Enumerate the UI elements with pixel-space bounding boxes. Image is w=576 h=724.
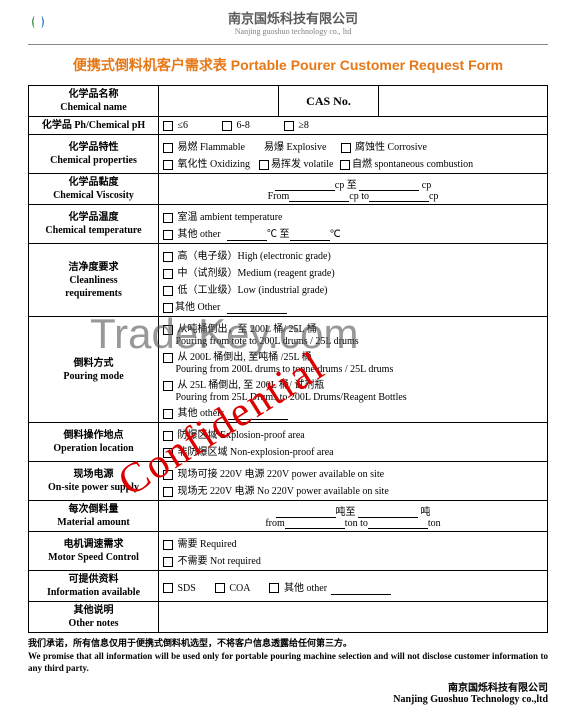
ph-cb-3[interactable] (284, 121, 294, 131)
temp-label-cn: 化学品温度 (33, 211, 154, 224)
pour-cb-4[interactable] (163, 409, 173, 419)
props-cb-1[interactable] (163, 143, 173, 153)
amt-to-1[interactable] (358, 508, 418, 518)
cas-input[interactable] (379, 86, 548, 117)
motor-label-en: Motor Speed Control (33, 551, 154, 564)
request-form-table: 化学品名称Chemical name CAS No. 化学品 Ph/Chemic… (28, 85, 548, 633)
info-other[interactable] (331, 585, 391, 595)
visc-label-cn: 化学品黏度 (33, 176, 154, 189)
clean-cb-1[interactable] (163, 252, 173, 262)
temp-to[interactable] (290, 231, 330, 241)
info-label-en: Information available (33, 586, 154, 599)
clean-options: 高（电子级）High (electronic grade) 中（试剂级）Medi… (159, 244, 548, 317)
pour-other[interactable] (228, 410, 288, 420)
props-cb-4[interactable] (163, 160, 173, 170)
loc-cb-1[interactable] (163, 431, 173, 441)
notes-input[interactable] (159, 602, 548, 633)
motor-cb-2[interactable] (163, 557, 173, 567)
amt-from-1[interactable] (276, 508, 336, 518)
props-label-cn: 化学品特性 (33, 141, 154, 154)
ph-label: 化学品 Ph/Chemical pH (29, 117, 159, 135)
power-options: 现场可接 220V 电源 220V power available on sit… (159, 462, 548, 501)
temp-options: 室温 ambient temperature 其他 other ℃ 至℃ (159, 205, 548, 244)
visc-to-2[interactable] (369, 192, 429, 202)
amt-from-2[interactable] (285, 519, 345, 529)
visc-to-1[interactable] (359, 181, 419, 191)
temp-cb-2[interactable] (163, 230, 173, 240)
visc-fields: cp 至 cp Fromcp tocp (159, 174, 548, 205)
company-name-en: Nanjing guoshuo technology co., ltd (38, 27, 548, 36)
props-cb-5[interactable] (259, 160, 269, 170)
loc-label-cn: 倒料操作地点 (33, 429, 154, 442)
info-label-cn: 可提供资料 (33, 573, 154, 586)
info-cb-3[interactable] (269, 583, 279, 593)
amt-to-2[interactable] (368, 519, 428, 529)
loc-cb-2[interactable] (163, 448, 173, 458)
pour-options: 从吨桶倒出，至 200L 桶/ 25L 桶 Pouring from tote … (159, 317, 548, 423)
chem-name-input[interactable] (159, 86, 279, 117)
power-cb-1[interactable] (163, 470, 173, 480)
clean-other[interactable] (227, 304, 287, 314)
power-label-cn: 现场电源 (33, 468, 154, 481)
page-header: 南京国烁科技有限公司 Nanjing guoshuo technology co… (28, 8, 548, 36)
visc-from-1[interactable] (275, 181, 335, 191)
promise-text: 我们承诺，所有信息仅用于便携式倒料机选型，不将客户信息透露给任何第三方。 We … (28, 637, 548, 675)
cas-label: CAS No. (279, 86, 379, 117)
pour-cb-1[interactable] (163, 325, 173, 335)
pour-cb-2[interactable] (163, 353, 173, 363)
info-cb-2[interactable] (215, 583, 225, 593)
props-cb-6[interactable] (340, 160, 350, 170)
info-options: SDS COA 其他 other (159, 571, 548, 602)
power-cb-2[interactable] (163, 487, 173, 497)
pour-cb-3[interactable] (163, 381, 173, 391)
amt-label-en: Material amount (33, 516, 154, 529)
amt-label-cn: 每次倒料量 (33, 503, 154, 516)
clean-cb-2[interactable] (163, 269, 173, 279)
temp-from[interactable] (227, 231, 267, 241)
props-cb-3[interactable] (341, 143, 351, 153)
props-label-en: Chemical properties (33, 154, 154, 167)
info-cb-1[interactable] (163, 583, 173, 593)
notes-label-cn: 其他说明 (33, 604, 154, 617)
clean-label-en2: requirements (33, 287, 154, 300)
clean-cb-3[interactable] (163, 286, 173, 296)
company-name-cn: 南京国烁科技有限公司 (38, 8, 548, 27)
ph-cb-2[interactable] (222, 121, 232, 131)
clean-cb-4[interactable] (163, 303, 173, 313)
pour-label-en: Pouring mode (33, 370, 154, 383)
amt-fields: 吨至 吨 fromton toton (159, 501, 548, 532)
form-title: 便携式倒料机客户需求表 Portable Pourer Customer Req… (28, 55, 548, 75)
motor-options: 需要 Required 不需要 Not required (159, 532, 548, 571)
clean-label-en1: Cleanliness (33, 274, 154, 287)
power-label-en: On-site power supply (33, 481, 154, 494)
props-options: 易燃 Flammable 易爆 Explosive 腐蚀性 Corrosive … (159, 135, 548, 174)
ph-options: ≤6 6-8 ≥8 (159, 117, 548, 135)
ph-cb-1[interactable] (163, 121, 173, 131)
clean-label-cn: 洁净度要求 (33, 261, 154, 274)
motor-cb-1[interactable] (163, 540, 173, 550)
temp-cb-1[interactable] (163, 213, 173, 223)
pour-label-cn: 倒料方式 (33, 357, 154, 370)
notes-label-en: Other notes (33, 617, 154, 630)
temp-label-en: Chemical temperature (33, 224, 154, 237)
loc-label-en: Operation location (33, 442, 154, 455)
visc-label-en: Chemical Viscosity (33, 189, 154, 202)
motor-label-cn: 电机调速需求 (33, 538, 154, 551)
visc-from-2[interactable] (289, 192, 349, 202)
loc-options: 防爆区域 Explosion-proof area 非防爆区域 Non-expl… (159, 423, 548, 462)
chem-name-label-en: Chemical name (33, 101, 154, 114)
header-divider (28, 44, 548, 45)
footer: 南京国烁科技有限公司 Nanjing Guoshuo Technology co… (28, 679, 548, 705)
chem-name-label-cn: 化学品名称 (33, 88, 154, 101)
